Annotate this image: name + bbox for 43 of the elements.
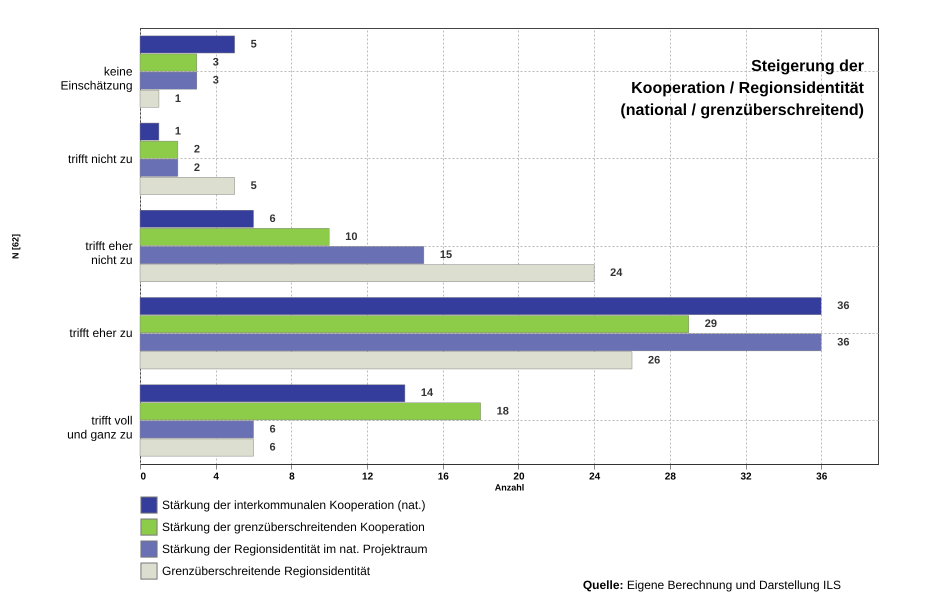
x-tick-label: 12 bbox=[362, 472, 374, 482]
legend-label: Stärkung der grenzüberschreitenden Kooperation bbox=[162, 520, 425, 534]
y-tick-label: keine Einschätzung bbox=[60, 64, 133, 93]
x-tick-label: 32 bbox=[740, 472, 752, 482]
y-tick-label: trifft nicht zu bbox=[68, 152, 132, 166]
y-axis-title: N [62] bbox=[10, 234, 20, 260]
y-tick-label: trifft eher nicht zu bbox=[85, 239, 132, 267]
data-label: 1 bbox=[174, 92, 182, 105]
x-tick-label: 28 bbox=[664, 472, 676, 482]
text: Steigerung der Kooperation / Regionsidentität (national / grenzüberschreitend) bbox=[620, 58, 865, 119]
data-label: 1 bbox=[174, 126, 182, 138]
data-label: 6 bbox=[270, 423, 276, 436]
y-tick-label: trifft voll und ganz zu bbox=[67, 413, 132, 442]
data-label: 15 bbox=[440, 249, 452, 262]
data-label: 18 bbox=[496, 405, 509, 418]
x-tick-label: 24 bbox=[589, 472, 601, 482]
x-tick-label: 8 bbox=[289, 472, 296, 482]
x-tick-label: 36 bbox=[816, 472, 828, 482]
data-label: 6 bbox=[270, 442, 276, 454]
x-axis-title: Anzahl bbox=[494, 482, 524, 492]
data-label: 36 bbox=[837, 300, 850, 312]
legend-label: Stärkung der interkommunalen Kooperation (nat.) bbox=[162, 498, 426, 512]
x-tick-label: 4 bbox=[213, 472, 220, 482]
data-label: 10 bbox=[345, 230, 358, 243]
legend-label: Grenzüberschreitende Regionsidentität bbox=[162, 564, 371, 578]
data-label: 36 bbox=[837, 336, 850, 348]
data-label: 24 bbox=[610, 267, 624, 280]
data-label: 26 bbox=[648, 354, 660, 366]
data-label: 5 bbox=[250, 180, 257, 192]
data-label: 14 bbox=[420, 387, 434, 400]
data-label: 2 bbox=[194, 162, 200, 174]
data-label: 6 bbox=[270, 212, 276, 225]
y-tick-label: trifft eher zu bbox=[69, 326, 132, 340]
data-label: 5 bbox=[250, 38, 257, 50]
x-tick-label: 16 bbox=[438, 472, 450, 482]
x-tick-label: 0 bbox=[140, 472, 146, 482]
data-label: 3 bbox=[212, 56, 219, 69]
data-label: 3 bbox=[212, 74, 219, 87]
legend-label: Stärkung der Regionsidentität im nat. Projektraum bbox=[162, 542, 428, 556]
data-label: 29 bbox=[704, 318, 718, 330]
data-label: 2 bbox=[194, 144, 200, 156]
x-tick-label: 20 bbox=[513, 472, 525, 482]
source-note: Quelle: Eigene Berechnung und Darstellung ILS bbox=[582, 578, 841, 592]
